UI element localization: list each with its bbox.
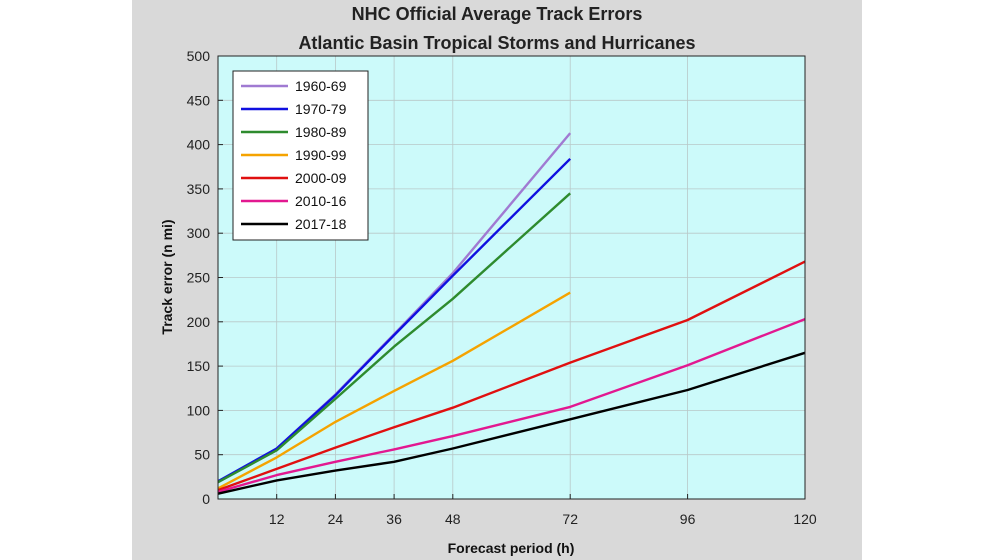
legend: 1960-69 1970-79 1980-89 1990-99 2000-09 2010-…: [232, 70, 369, 241]
chart-subtitle: Atlantic Basin Tropical Storms and Hurri…: [298, 33, 695, 53]
x-axis-ticks: 12 24 36 48 72 96 120: [269, 494, 817, 527]
series-line-2000-09: [217, 260, 806, 492]
series-line-1980-89: [217, 192, 572, 484]
y-axis-ticks: 0 50 100 150 200 250 300 350 400 450 500: [187, 48, 223, 507]
y-tick-label: 150: [187, 358, 211, 374]
legend-label: 1990-99: [295, 147, 347, 163]
series-line-2010-16: [217, 317, 806, 494]
y-tick-label: 450: [187, 92, 211, 108]
x-axis-label: Forecast period (h): [448, 540, 575, 556]
x-tick-label: 120: [793, 511, 817, 527]
y-tick-label: 200: [187, 314, 211, 330]
series-layer: [217, 132, 806, 495]
legend-label: 1970-79: [295, 101, 347, 117]
x-tick-label: 24: [328, 511, 344, 527]
x-tick-label: 48: [445, 511, 461, 527]
legend-label: 2017-18: [295, 216, 347, 232]
series-line-1970-79: [217, 157, 572, 483]
x-tick-label: 12: [269, 511, 285, 527]
x-tick-label: 96: [680, 511, 696, 527]
y-tick-label: 50: [194, 447, 210, 463]
legend-label: 1980-89: [295, 124, 347, 140]
y-tick-label: 500: [187, 48, 211, 64]
x-tick-label: 36: [386, 511, 402, 527]
y-tick-label: 350: [187, 181, 211, 197]
legend-label: 2010-16: [295, 193, 347, 209]
y-tick-label: 250: [187, 270, 211, 286]
y-tick-label: 300: [187, 225, 211, 241]
series-line-2017-18: [217, 351, 806, 495]
y-tick-label: 100: [187, 402, 211, 418]
legend-label: 2000-09: [295, 170, 347, 186]
series-line-1990-99: [217, 291, 571, 490]
y-tick-label: 400: [187, 137, 211, 153]
y-tick-label: 0: [202, 491, 210, 507]
x-tick-label: 72: [562, 511, 578, 527]
legend-label: 1960-69: [295, 78, 347, 94]
y-axis-label: Track error (n mi): [159, 219, 175, 334]
chart-title: NHC Official Average Track Errors: [352, 4, 643, 24]
